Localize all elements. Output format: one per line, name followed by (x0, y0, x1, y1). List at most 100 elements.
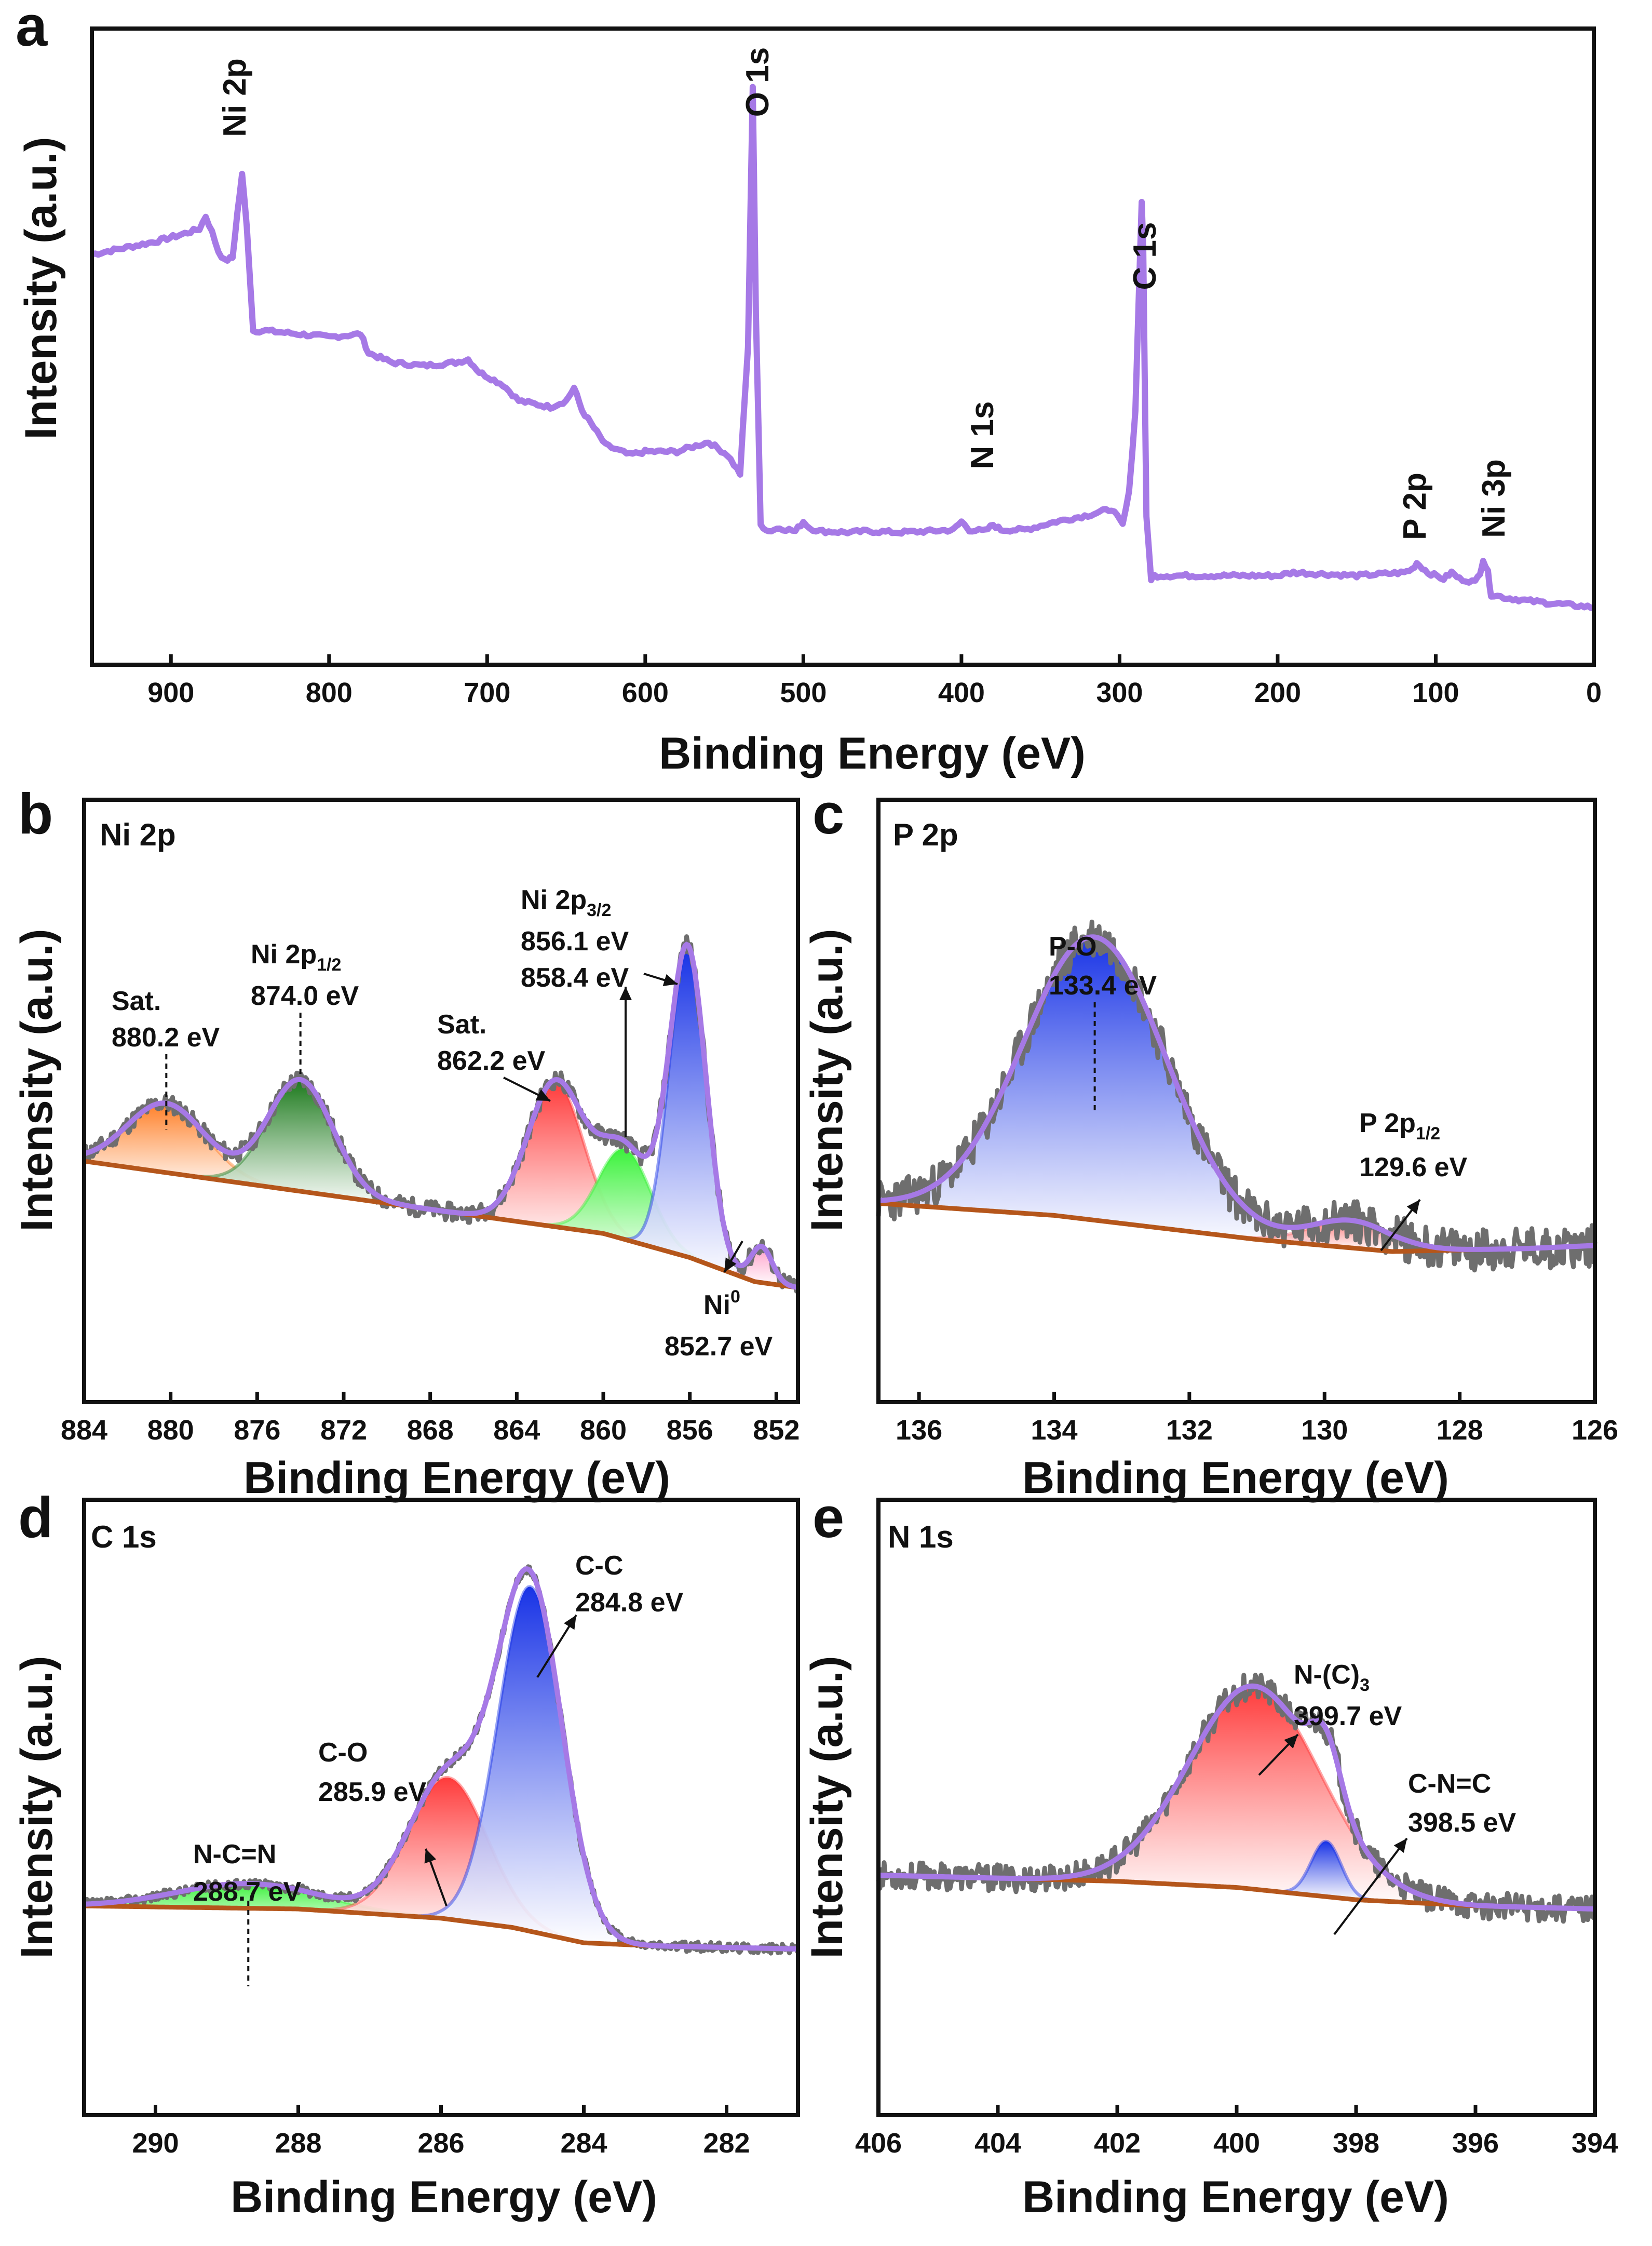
y-axis-label-a: Intensity (a.u.) (16, 137, 66, 440)
spectrum-title-e: N 1s (888, 1519, 954, 1554)
arrow-cnc-head (1393, 1838, 1407, 1853)
label-ni2p12-value: 874.0 eV (251, 981, 359, 1011)
label-nc3-main: N-(C) (1294, 1660, 1360, 1690)
plot-frame-b (82, 798, 800, 1404)
x-tick-label: 404 (974, 2128, 1021, 2159)
plot-frame-a (90, 26, 1596, 667)
x-tick-label: 402 (1094, 2128, 1141, 2159)
label-ncn-value: 288.7 eV (193, 1877, 301, 1907)
label-p2p12: P 2p1/2 (1359, 1108, 1440, 1144)
label-sat-880-value: 880.2 eV (112, 1023, 220, 1053)
x-tick-label: 0 (1586, 677, 1602, 708)
x-tick-label: 300 (1096, 677, 1143, 708)
label-ni2p12-sub: 1/2 (317, 955, 341, 975)
x-tick-label: 284 (560, 2128, 607, 2159)
plot-d: 290 288 286 284 282 (83, 1564, 801, 2159)
arrow-sat-862-head (535, 1089, 550, 1101)
plot-a: 900 800 700 600 500 400 300 200 100 0 (91, 84, 1602, 708)
x-tick-label: 282 (703, 2128, 750, 2159)
peak-label-ni2p: Ni 2p (217, 58, 253, 137)
peak-fill (992, 1686, 1518, 1907)
label-co-value: 285.9 eV (318, 1777, 426, 1807)
arrow-cc-head (564, 1615, 576, 1630)
x-tick-label: 128 (1437, 1415, 1483, 1446)
peak-fill (443, 1082, 668, 1252)
panel-label-c: c (813, 782, 844, 846)
panel-label-b: b (18, 782, 53, 846)
peak-label-ni3p: Ni 3p (1476, 459, 1512, 538)
plot-frame-d (82, 1498, 800, 2117)
label-p2p12-sub: 1/2 (1416, 1124, 1440, 1144)
x-tick-label: 868 (407, 1415, 454, 1446)
label-sat-862: Sat. (437, 1010, 486, 1040)
arrow-nc3-head (1284, 1734, 1298, 1749)
x-tick-label: 398 (1333, 2128, 1379, 2159)
label-ncn: N-C=N (193, 1839, 276, 1870)
x-tick-label: 130 (1301, 1415, 1348, 1446)
label-ni0-value: 852.7 eV (665, 1332, 773, 1362)
fit-envelope-line (84, 1566, 798, 1952)
label-ni2p12-main: Ni 2p (251, 939, 317, 970)
label-ni2p32-value-1: 856.1 eV (521, 926, 629, 957)
panel-label-d: d (18, 1486, 53, 1550)
x-tick-label: 856 (667, 1415, 713, 1446)
x-tick-label: 100 (1412, 677, 1459, 708)
label-nc3-sub: 3 (1360, 1675, 1370, 1695)
x-tick-label: 900 (147, 677, 194, 708)
label-p2p12-value: 129.6 eV (1359, 1152, 1467, 1182)
spectrum-title-c: P 2p (893, 817, 958, 852)
fit-envelope-line (878, 1683, 1595, 1912)
label-p-o: P-O (1049, 932, 1096, 962)
label-co: C-O (318, 1738, 368, 1768)
peak-fill (291, 1778, 605, 1944)
label-cc-value: 284.8 eV (575, 1588, 683, 1618)
y-axis-label-e: Intensity (a.u.) (802, 1656, 852, 1959)
x-axis-label-b: Binding Energy (eV) (243, 1453, 670, 1503)
arrow-ni0-head (724, 1257, 737, 1272)
label-ni2p32: Ni 2p3/2 (521, 885, 611, 920)
x-tick-label: 136 (896, 1415, 942, 1446)
panel-label-e: e (813, 1486, 844, 1550)
panel-b: b 884 880 876 872 868 864 860 856 852 Binding En… (12, 782, 801, 1503)
survey-spectrum-line (91, 84, 1594, 611)
panel-label-a: a (16, 0, 48, 58)
x-tick-label: 860 (580, 1415, 627, 1446)
label-ni2p32-value-2: 858.4 eV (521, 963, 629, 993)
y-axis-label-b: Intensity (a.u.) (12, 929, 62, 1232)
x-tick-label: 290 (132, 2128, 179, 2159)
x-axis-label-d: Binding Energy (eV) (231, 2172, 657, 2222)
x-tick-label: 286 (417, 2128, 464, 2159)
x-tick-label: 288 (275, 2128, 321, 2159)
x-tick-label: 852 (753, 1415, 800, 1446)
label-ni0: Ni0 (703, 1287, 740, 1320)
label-p2p12-main: P 2p (1359, 1108, 1416, 1138)
x-tick-label: 394 (1572, 2128, 1618, 2159)
x-tick-label: 700 (464, 677, 510, 708)
fit-envelope-line (83, 942, 798, 1290)
x-axis-label-e: Binding Energy (eV) (1022, 2172, 1449, 2222)
x-tick-label: 500 (780, 677, 827, 708)
arrow-ni2p32-head (662, 974, 678, 986)
label-nc3: N-(C)3 (1294, 1660, 1370, 1695)
x-tick-label: 126 (1572, 1415, 1618, 1446)
panel-e: e 406 404 402 400 398 396 394 Binding Energy (… (802, 1486, 1618, 2222)
x-tick-label: 132 (1166, 1415, 1213, 1446)
spectrum-title-d: C 1s (91, 1519, 157, 1554)
x-tick-label: 134 (1031, 1415, 1077, 1446)
label-cc: C-C (575, 1551, 623, 1581)
x-tick-label: 872 (320, 1415, 367, 1446)
x-tick-label: 884 (61, 1415, 107, 1446)
x-tick-label: 880 (147, 1415, 194, 1446)
spectrum-title-b: Ni 2p (100, 817, 176, 852)
x-tick-label: 400 (1213, 2128, 1260, 2159)
x-tick-label: 406 (855, 2128, 902, 2159)
plot-e: 406 404 402 400 398 396 394 (855, 1673, 1618, 2159)
panel-a: a 900 800 700 600 500 400 300 200 100 0 Binding E… (16, 0, 1602, 778)
raw-spectrum-line (876, 919, 1597, 1273)
arrow-ni2p32-sat-head (619, 987, 632, 1000)
peak-label-p2p: P 2p (1397, 473, 1433, 540)
plot-frame-e (876, 1498, 1597, 2117)
x-tick-label: 600 (622, 677, 669, 708)
peak-fill (1266, 1841, 1386, 1902)
